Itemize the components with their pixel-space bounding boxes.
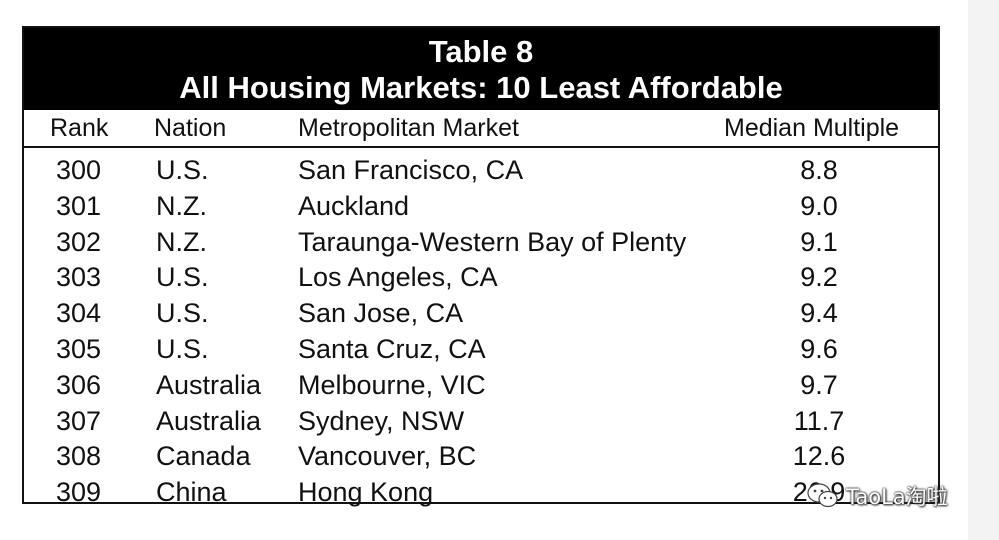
table-row: 309 China Hong Kong 26.9	[24, 474, 938, 510]
cell-market: Hong Kong	[298, 477, 434, 508]
table-row: 303 U.S. Los Angeles, CA 9.2	[24, 259, 938, 295]
cell-nation: U.S.	[156, 155, 209, 185]
table-row: 308 Canada Vancouver, BC 12.6	[24, 438, 938, 474]
cell-market: Vancouver, BC	[298, 441, 477, 472]
cell-rank: 307	[56, 405, 102, 436]
table-title-band: Table 8 All Housing Markets: 10 Least Af…	[24, 28, 938, 110]
cell-rank: 302	[56, 226, 102, 257]
header-median-multiple: Median Multiple	[724, 114, 900, 142]
cell-median-multiple: 9.0	[800, 190, 838, 221]
cell-median-multiple: 9.6	[800, 333, 838, 364]
table-number: Table 8	[428, 34, 534, 69]
cell-rank: 304	[56, 298, 102, 329]
table-row: 306 Australia Melbourne, VIC 9.7	[24, 367, 938, 403]
watermark-text: TaoLa淘啦	[846, 485, 948, 509]
cell-market: Santa Cruz, CA	[298, 333, 486, 364]
table-row: 305 U.S. Santa Cruz, CA 9.6	[24, 331, 938, 367]
table-row: 302 N.Z. Taraunga-Western Bay of Plenty …	[24, 224, 938, 260]
cell-median-multiple: 11.7	[793, 405, 845, 436]
cell-nation: U.S.	[156, 333, 209, 364]
cell-market: Melbourne, VIC	[298, 369, 486, 400]
cell-median-multiple: 9.7	[800, 369, 838, 400]
cell-market: Taraunga-Western Bay of Plenty	[298, 226, 687, 257]
table-header-row: Rank Nation Metropolitan Market Median M…	[24, 110, 938, 148]
header-rank: Rank	[50, 114, 109, 142]
cell-nation: China	[156, 477, 227, 508]
cell-rank: 301	[56, 190, 102, 221]
cell-rank: 308	[56, 441, 102, 472]
table-title: All Housing Markets: 10 Least Affordable	[179, 70, 783, 105]
cell-median-multiple: 9.2	[800, 262, 838, 293]
cell-rank: 300	[56, 155, 102, 185]
cell-nation: Australia	[156, 405, 262, 436]
cell-nation: N.Z.	[156, 190, 207, 221]
table-body: 300 U.S. San Francisco, CA 8.8 301 N.Z. …	[24, 152, 938, 510]
table-row: 304 U.S. San Jose, CA 9.4	[24, 295, 938, 331]
cell-nation: U.S.	[156, 298, 209, 329]
cell-rank: 309	[56, 477, 102, 508]
cell-market: Sydney, NSW	[298, 405, 465, 436]
table-row: 300 U.S. San Francisco, CA 8.8	[24, 152, 938, 188]
cell-median-multiple: 12.6	[792, 441, 846, 472]
cell-median-multiple: 8.8	[800, 155, 838, 185]
cell-nation: U.S.	[156, 262, 209, 293]
cell-market: San Jose, CA	[298, 298, 464, 329]
page-edge-strip	[968, 0, 999, 540]
watermark: TaoLa淘啦	[806, 478, 948, 514]
cell-nation: Canada	[156, 441, 251, 472]
cell-median-multiple: 9.1	[800, 226, 838, 257]
cell-market: Auckland	[298, 190, 410, 221]
table-row: 307 Australia Sydney, NSW 11.7	[24, 403, 938, 439]
housing-affordability-table: Table 8 All Housing Markets: 10 Least Af…	[22, 26, 940, 507]
table-row: 301 N.Z. Auckland 9.0	[24, 188, 938, 224]
wechat-icon	[806, 482, 840, 510]
cell-rank: 305	[56, 333, 102, 364]
cell-nation: Australia	[156, 369, 262, 400]
cell-market: San Francisco, CA	[298, 155, 524, 185]
cell-nation: N.Z.	[156, 226, 207, 257]
header-nation: Nation	[154, 114, 227, 142]
header-metropolitan-market: Metropolitan Market	[298, 114, 519, 142]
cell-rank: 303	[56, 262, 102, 293]
cell-median-multiple: 9.4	[800, 298, 838, 329]
cell-rank: 306	[56, 369, 102, 400]
cell-market: Los Angeles, CA	[298, 262, 498, 293]
